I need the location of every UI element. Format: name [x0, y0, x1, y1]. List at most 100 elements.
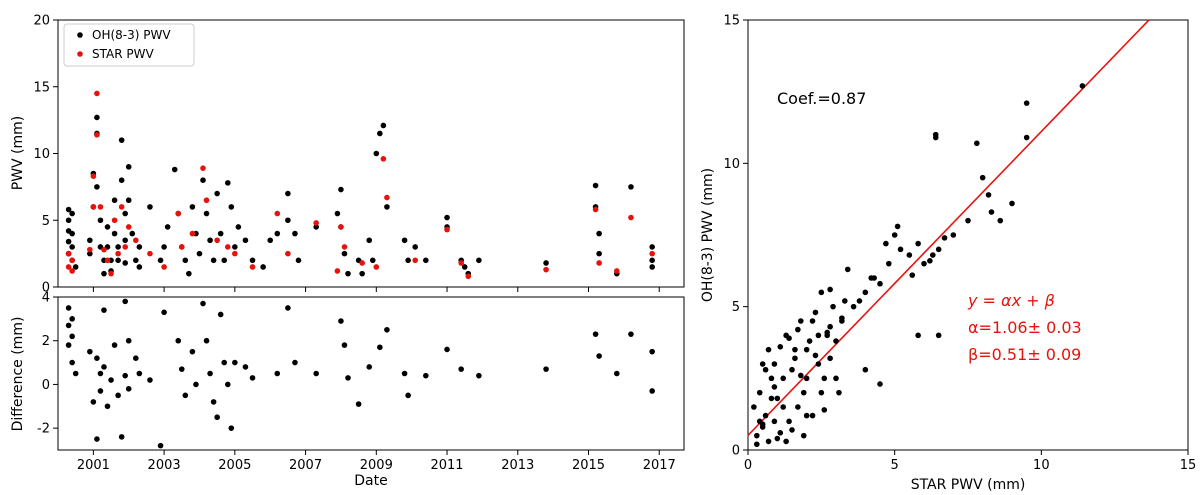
data-point-difference [97, 388, 104, 394]
data-point-difference [210, 399, 217, 405]
data-point-oh-vs-star [927, 258, 933, 264]
data-point-star-pwv [101, 246, 107, 253]
data-point-oh-vs-star [915, 240, 921, 247]
data-point-star-pwv [628, 214, 634, 221]
data-point-oh-vs-star [780, 375, 786, 382]
data-point-oh-vs-star [774, 395, 781, 402]
data-point-oh-vs-star [985, 192, 992, 198]
data-point-oh-vs-star [803, 375, 810, 382]
data-point-oh-vs-star [824, 329, 830, 336]
data-point-star-pwv [94, 132, 100, 138]
data-point-oh-8-3-pwv [65, 217, 72, 224]
correlation-plot: 0 5 10 15 0 5 10 15 [723, 14, 1196, 474]
data-point-difference [221, 359, 228, 366]
data-point-oh-vs-star [815, 361, 822, 367]
data-point-oh-vs-star [774, 435, 781, 442]
data-point-oh-8-3-pwv [97, 217, 104, 224]
data-point-star-pwv [224, 244, 231, 250]
data-point-oh-8-3-pwv [232, 244, 238, 250]
difference-x-label: Date [354, 473, 387, 489]
data-point-oh-vs-star [921, 260, 927, 267]
data-point-difference [366, 364, 373, 370]
data-point-oh-vs-star [818, 389, 825, 396]
data-point-oh-vs-star [871, 275, 877, 281]
data-point-oh-8-3-pwv [366, 237, 373, 244]
data-point-oh-vs-star [786, 335, 792, 342]
data-point-difference [115, 392, 121, 399]
data-point-oh-8-3-pwv [129, 230, 136, 237]
data-point-difference [313, 370, 319, 377]
data-point-star-pwv [69, 257, 75, 264]
x-tick-label: 2017 [643, 458, 676, 473]
data-point-oh-vs-star [974, 140, 980, 147]
data-point-difference [122, 298, 128, 305]
data-point-difference [101, 307, 107, 313]
data-point-star-pwv [122, 244, 128, 250]
data-point-difference [69, 316, 75, 322]
legend-label-oh: OH(8-3) PWV [92, 28, 171, 42]
data-point-oh-8-3-pwv [164, 224, 171, 230]
data-point-oh-8-3-pwv [338, 186, 344, 193]
data-point-oh-8-3-pwv [65, 238, 72, 245]
data-point-oh-vs-star [792, 346, 798, 353]
data-point-oh-8-3-pwv [69, 230, 75, 237]
data-point-oh-vs-star [906, 252, 913, 258]
data-point-oh-8-3-pwv [461, 264, 468, 270]
data-point-oh-8-3-pwv [228, 204, 235, 210]
data-point-oh-8-3-pwv [313, 224, 319, 230]
data-point-oh-vs-star [950, 232, 957, 238]
data-point-star-pwv [274, 210, 281, 217]
fit-beta: β=0.51± 0.09 [968, 345, 1081, 364]
data-point-oh-vs-star [768, 375, 775, 382]
data-point-oh-vs-star [795, 404, 801, 410]
legend-marker-star [77, 51, 83, 57]
data-point-oh-vs-star [786, 418, 792, 425]
data-point-oh-vs-star [771, 361, 778, 367]
data-point-oh-8-3-pwv [122, 210, 128, 217]
data-point-oh-vs-star [1009, 200, 1015, 207]
data-point-difference [249, 375, 256, 381]
data-point-oh-vs-star [877, 280, 883, 287]
data-point-difference [203, 337, 210, 344]
data-point-oh-8-3-pwv [217, 230, 224, 237]
data-point-oh-8-3-pwv [207, 237, 213, 244]
data-point-star-pwv [334, 268, 341, 274]
data-point-oh-8-3-pwv [214, 190, 220, 197]
data-point-oh-8-3-pwv [72, 264, 79, 270]
data-point-star-pwv [108, 270, 114, 277]
data-point-oh-vs-star [827, 355, 833, 362]
data-point-difference [543, 366, 549, 372]
y-tick-label: -2 [37, 422, 50, 437]
data-point-star-pwv [649, 250, 655, 257]
data-point-difference [133, 355, 139, 362]
data-point-oh-8-3-pwv [249, 257, 256, 264]
data-point-oh-8-3-pwv [122, 237, 128, 244]
data-point-oh-vs-star [1079, 83, 1086, 89]
data-point-star-pwv [384, 194, 390, 201]
data-point-star-pwv [65, 264, 72, 270]
data-point-difference [214, 414, 220, 421]
data-point-oh-8-3-pwv [405, 257, 411, 264]
data-point-oh-vs-star [812, 352, 819, 359]
data-point-star-pwv [444, 226, 450, 233]
y-tick-label: 5 [42, 214, 50, 229]
data-point-oh-8-3-pwv [171, 166, 178, 173]
data-point-difference [224, 381, 231, 388]
y-tick-label: 0 [42, 281, 50, 296]
data-point-oh-vs-star [891, 232, 898, 238]
data-point-oh-8-3-pwv [196, 250, 203, 257]
data-point-difference [69, 333, 75, 340]
data-point-difference [178, 366, 185, 372]
data-point-star-pwv [65, 250, 72, 257]
data-point-oh-8-3-pwv [101, 270, 107, 277]
data-point-oh-8-3-pwv [111, 230, 118, 237]
data-point-oh-vs-star [883, 240, 889, 247]
data-point-oh-8-3-pwv [543, 260, 549, 266]
data-point-oh-vs-star [771, 418, 778, 425]
data-point-oh-8-3-pwv [596, 230, 602, 237]
data-point-oh-8-3-pwv [334, 210, 341, 217]
data-point-oh-vs-star [1023, 134, 1030, 141]
data-point-oh-vs-star [915, 332, 921, 339]
data-point-oh-8-3-pwv [345, 270, 351, 277]
data-point-oh-vs-star [894, 223, 901, 230]
